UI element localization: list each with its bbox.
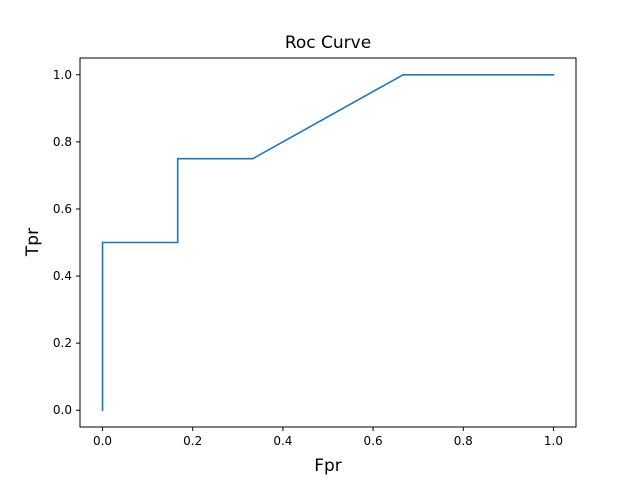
x-tick-label: 0.6	[364, 434, 383, 448]
y-tick-label: 0.6	[53, 202, 72, 216]
y-tick-label: 1.0	[53, 68, 72, 82]
y-tick-label: 0.2	[53, 336, 72, 350]
y-tick-label: 0.4	[53, 269, 72, 283]
x-tick-label: 0.8	[454, 434, 473, 448]
x-axis-ticks: 0.0 0.2 0.4 0.6 0.8 1.0	[93, 427, 563, 448]
x-axis-label: Fpr	[314, 456, 342, 476]
x-tick-label: 0.4	[273, 434, 292, 448]
y-tick-label: 0.0	[53, 403, 72, 417]
x-tick-label: 0.2	[183, 434, 202, 448]
x-tick-label: 1.0	[544, 434, 563, 448]
y-axis-label: Tpr	[23, 228, 43, 257]
plot-area: 0.0 0.2 0.4 0.6 0.8 1.0 0.0 0.2 0.4 0.6 0.8 1.0	[53, 57, 577, 448]
x-tick-label: 0.0	[93, 434, 112, 448]
chart-title: Roc Curve	[285, 33, 371, 53]
y-tick-label: 0.8	[53, 135, 72, 149]
y-axis-ticks: 0.0 0.2 0.4 0.6 0.8 1.0	[53, 68, 80, 417]
roc-curve-line	[101, 73, 555, 412]
